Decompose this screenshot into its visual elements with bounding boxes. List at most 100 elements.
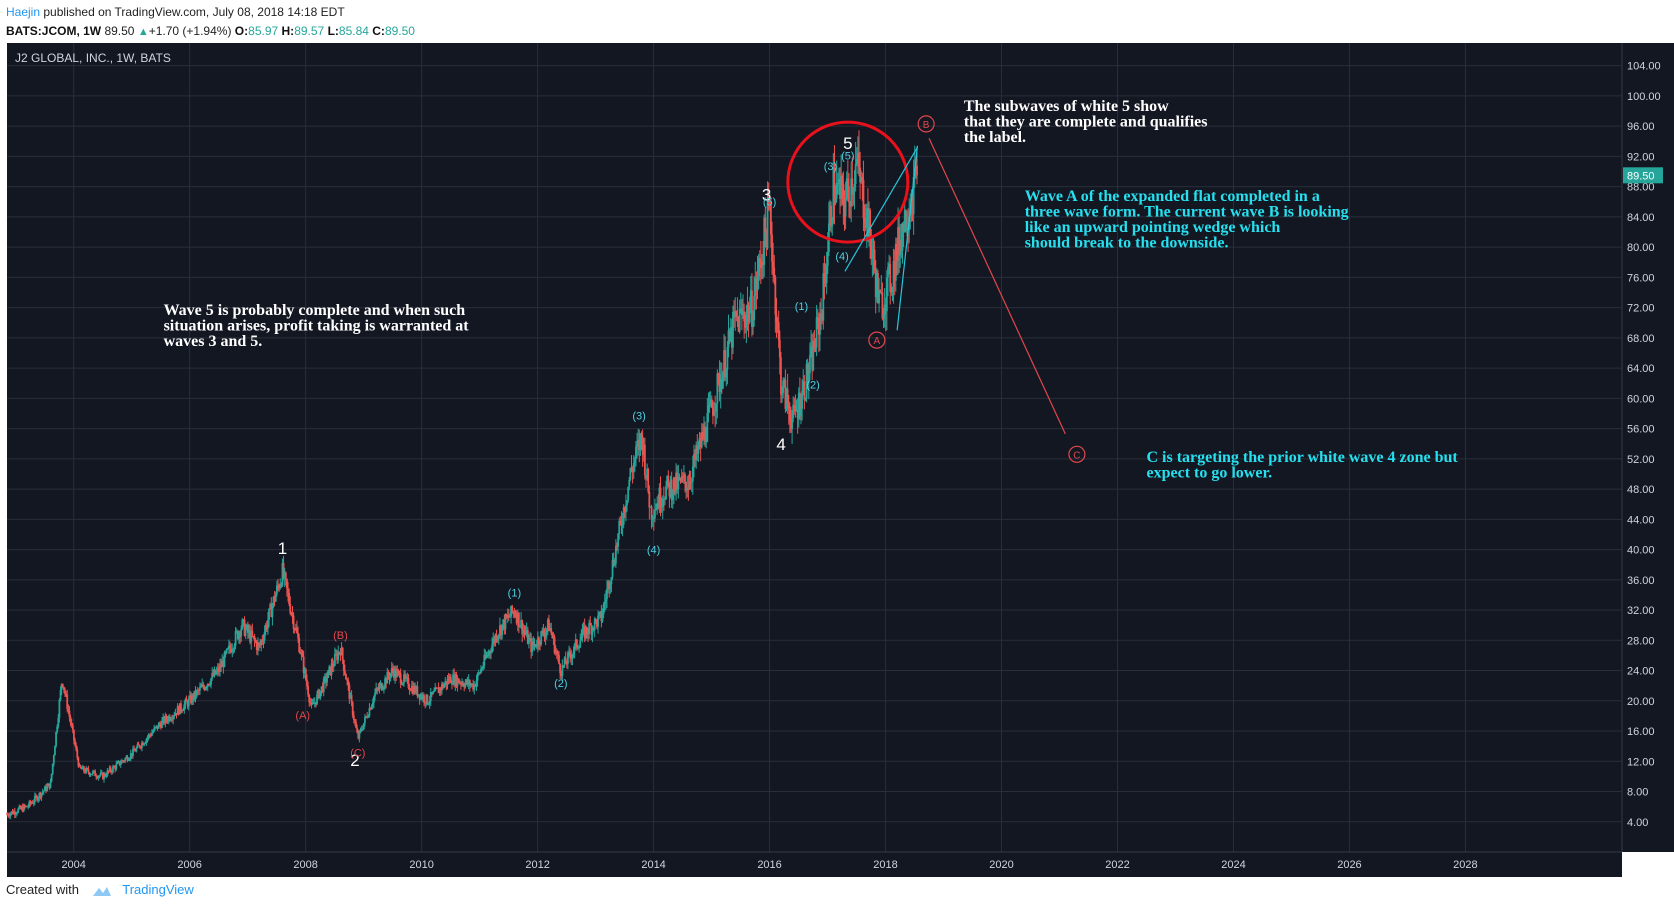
candle-body <box>805 363 808 399</box>
y-tick-label: 36.00 <box>1627 575 1655 587</box>
drawings-layer <box>786 120 1066 435</box>
candle-body <box>694 453 696 461</box>
wave-label: (C) <box>350 748 365 760</box>
candle-body <box>90 774 93 776</box>
candle-body <box>242 619 245 621</box>
candle-body <box>298 638 301 652</box>
candle-body <box>720 378 723 389</box>
candle-body <box>590 625 593 635</box>
candle-body <box>487 651 490 655</box>
candle-body <box>349 694 352 699</box>
high-label: H: <box>281 24 295 38</box>
candle-body <box>877 273 879 304</box>
candle-body <box>599 611 602 613</box>
candle-body <box>187 698 190 707</box>
candle-body <box>755 278 758 291</box>
candle-body <box>480 669 482 673</box>
candle-body <box>525 629 528 635</box>
author-link[interactable]: Haejin <box>6 5 41 19</box>
candle-body <box>493 638 496 643</box>
candle-body <box>12 811 15 815</box>
candle-body <box>54 746 56 756</box>
candle-body <box>722 372 724 389</box>
price-chart[interactable]: 1 2 3 4 5 (A) (B) (C) (1) (2) (3) (4) (5) (1) (2) (3) (4… <box>0 41 1674 877</box>
candle-body <box>914 165 917 168</box>
candle-body <box>361 729 364 731</box>
time-axis[interactable] <box>7 852 1622 877</box>
candle-body <box>594 618 597 621</box>
candle-body <box>623 507 626 513</box>
candle-body <box>661 498 664 507</box>
candle-body <box>8 815 11 817</box>
candle-body <box>278 585 281 589</box>
candle-body <box>738 308 741 332</box>
x-tick-label: 2008 <box>293 859 317 871</box>
candle-body <box>39 793 42 798</box>
candle-body <box>729 327 732 342</box>
candle-body <box>898 227 901 256</box>
tradingview-link[interactable]: TradingView <box>122 882 194 897</box>
candle-body <box>407 678 410 689</box>
candle-body <box>795 409 798 412</box>
candle-body <box>736 316 739 318</box>
candle-body <box>442 684 444 688</box>
candle-body <box>500 625 502 636</box>
candle-body <box>210 678 212 685</box>
candle-body <box>449 676 452 684</box>
wave-label: (2) <box>806 380 819 392</box>
candle-body <box>128 758 131 760</box>
candle-body <box>428 701 431 704</box>
candle-body <box>259 644 262 646</box>
candle-body <box>833 167 836 204</box>
candle-body <box>725 369 728 378</box>
candle-body <box>320 686 323 691</box>
candle-body <box>347 680 350 685</box>
y-tick-label: 48.00 <box>1627 484 1655 496</box>
candle-body <box>217 667 220 673</box>
candle-body <box>732 312 734 348</box>
candle-body <box>268 608 270 621</box>
candle-body <box>859 167 862 183</box>
candle-body <box>912 176 915 215</box>
candle-body <box>438 687 441 694</box>
candle-body <box>496 637 499 641</box>
candle-body <box>486 654 489 656</box>
candle-body <box>114 766 117 770</box>
candle-body <box>328 666 331 671</box>
candle-body <box>829 205 831 224</box>
candle-body <box>754 278 757 296</box>
wave-label: 4 <box>776 435 785 454</box>
candle-body <box>652 517 655 519</box>
candle-body <box>640 433 643 437</box>
chart-grid <box>7 43 1622 852</box>
candle-body <box>804 398 807 400</box>
candle-body <box>224 652 227 654</box>
candle-body <box>597 615 599 627</box>
candle-body <box>713 410 715 416</box>
candle-body <box>667 475 670 483</box>
candle-body <box>322 678 325 692</box>
wave-label: (1) <box>795 301 808 313</box>
candle-body <box>414 686 417 693</box>
candle-body <box>501 624 504 636</box>
candle-body <box>429 692 432 702</box>
candle-body <box>885 277 888 312</box>
candle-body <box>618 520 621 534</box>
candle-body <box>29 801 32 804</box>
candle-body <box>783 379 786 381</box>
candle-body <box>641 436 644 456</box>
candle-body <box>357 732 360 739</box>
candle-body <box>425 694 428 704</box>
candle-body <box>61 683 64 687</box>
y-tick-label: 104.00 <box>1627 61 1661 73</box>
candle-body <box>529 638 531 640</box>
candle-body <box>642 444 645 456</box>
candle-body <box>733 312 735 318</box>
candle-body <box>530 638 533 653</box>
candle-body <box>781 392 783 395</box>
candle-body <box>172 716 175 720</box>
candle-body <box>186 701 189 707</box>
candle-body <box>297 633 299 639</box>
candle-body <box>878 290 880 304</box>
candle-body <box>880 292 883 294</box>
